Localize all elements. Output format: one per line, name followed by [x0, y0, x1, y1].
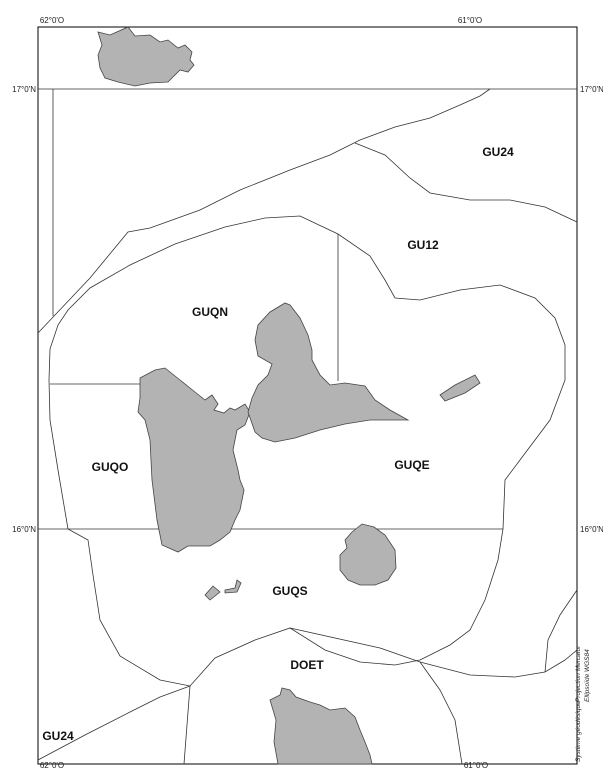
- projection-note-group: Projection Mercator Système géodésique E…: [575, 645, 591, 762]
- coord-bottom-left-lon: 62°0'O: [40, 761, 64, 769]
- guadeloupe-basse-terre: [137, 367, 251, 553]
- ellipsoid-note: Ellipsoïde WGS84: [584, 649, 591, 702]
- les-saintes-west: [204, 585, 221, 601]
- coord-left-lat-16: 16°0'N: [12, 525, 36, 534]
- island-top: [97, 26, 195, 87]
- coord-right-lat-17: 17°0'N: [580, 85, 603, 94]
- zone-label-guqn: GUQN: [192, 305, 228, 319]
- zone-label-gu24-bottom: GU24: [42, 729, 74, 743]
- les-saintes-east: [224, 579, 242, 594]
- guadeloupe-grande-terre: [247, 302, 410, 443]
- zone-label-guqs: GUQS: [272, 584, 307, 598]
- doet-boundary: [289, 627, 578, 678]
- geodetic-system-note: Système géodésique: [575, 701, 582, 762]
- projection-note: Projection Mercator: [575, 645, 582, 702]
- zone-label-gu24-top: GU24: [482, 145, 514, 159]
- dominica: [269, 687, 373, 765]
- marie-galante: [339, 523, 397, 586]
- gu24-gu12-boundary: [354, 142, 578, 223]
- la-desirade: [439, 374, 481, 402]
- coord-left-lat-17: 17°0'N: [12, 85, 36, 94]
- gu24-boundary: [37, 88, 491, 334]
- coord-top-left-lon: 62°0'O: [40, 16, 64, 25]
- doet-west-boundary: [183, 685, 191, 765]
- coord-top-right-lon: 61°0'O: [458, 16, 482, 25]
- zone-label-guqe: GUQE: [394, 458, 429, 472]
- gu12-outer-boundary: [49, 215, 566, 687]
- coord-bottom-right-lon: 61°0'O: [464, 761, 488, 769]
- gu24-southwest-boundary: [37, 685, 191, 761]
- zone-label-guqo: GUQO: [92, 460, 129, 474]
- coord-right-lat-16: 16°0'N: [580, 525, 603, 534]
- doet-east-boundary: [419, 661, 463, 765]
- zone-label-gu12: GU12: [407, 238, 439, 252]
- east-sea-boundary: [544, 589, 578, 673]
- guqo-west-boundary: [48, 348, 69, 530]
- zone-label-doet: DOET: [290, 658, 324, 672]
